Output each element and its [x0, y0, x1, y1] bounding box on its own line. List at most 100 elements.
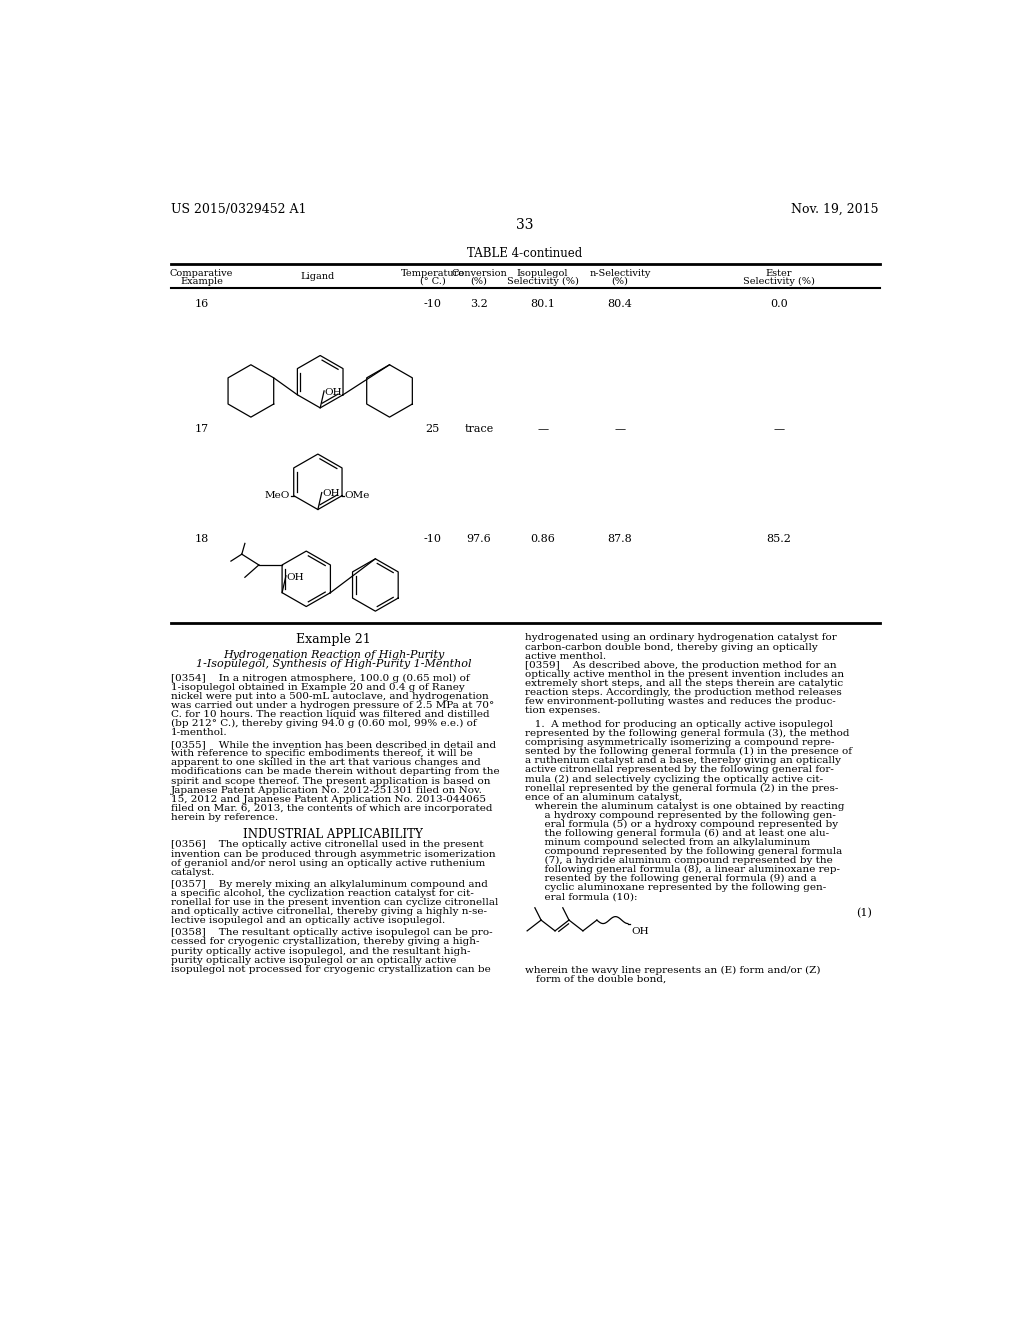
Text: MeO: MeO	[264, 491, 290, 500]
Text: form of the double bond,: form of the double bond,	[537, 974, 667, 983]
Text: 1-menthol.: 1-menthol.	[171, 729, 227, 737]
Text: ronellal represented by the general formula (2) in the pres-: ronellal represented by the general form…	[524, 784, 839, 792]
Text: purity optically active isopulegol, and the resultant high-: purity optically active isopulegol, and …	[171, 946, 470, 956]
Text: —: —	[537, 424, 548, 434]
Text: a hydroxy compound represented by the following gen-: a hydroxy compound represented by the fo…	[524, 810, 836, 820]
Text: (° C.): (° C.)	[420, 277, 445, 286]
Text: resented by the following general formula (9) and a: resented by the following general formul…	[524, 874, 816, 883]
Text: mula (2) and selectively cyclizing the optically active cit-: mula (2) and selectively cyclizing the o…	[524, 775, 823, 784]
Text: 1-Isopulegol, Synthesis of High-Purity 1-Menthol: 1-Isopulegol, Synthesis of High-Purity 1…	[196, 659, 471, 669]
Text: isopulegol not processed for cryogenic crystallization can be: isopulegol not processed for cryogenic c…	[171, 965, 490, 974]
Text: cyclic aluminoxane represented by the following gen-: cyclic aluminoxane represented by the fo…	[524, 883, 826, 892]
Text: 1-isopulegol obtained in Example 20 and 0.4 g of Raney: 1-isopulegol obtained in Example 20 and …	[171, 682, 464, 692]
Text: tion expenses.: tion expenses.	[524, 706, 600, 715]
Text: 33: 33	[516, 218, 534, 232]
Text: trace: trace	[465, 424, 494, 434]
Text: (bp 212° C.), thereby giving 94.0 g (0.60 mol, 99% e.e.) of: (bp 212° C.), thereby giving 94.0 g (0.6…	[171, 719, 476, 729]
Text: OH: OH	[287, 573, 304, 582]
Text: of geraniol and/or nerol using an optically active ruthenium: of geraniol and/or nerol using an optica…	[171, 858, 485, 867]
Text: Comparative: Comparative	[170, 268, 233, 277]
Text: a specific alcohol, the cyclization reaction catalyst for cit-: a specific alcohol, the cyclization reac…	[171, 888, 473, 898]
Text: 87.8: 87.8	[608, 535, 633, 544]
Text: ronellal for use in the present invention can cyclize citronellal: ronellal for use in the present inventio…	[171, 898, 498, 907]
Text: 18: 18	[195, 535, 209, 544]
Text: 1.  A method for producing an optically active isopulegol: 1. A method for producing an optically a…	[524, 719, 833, 729]
Text: hydrogenated using an ordinary hydrogenation catalyst for: hydrogenated using an ordinary hydrogena…	[524, 634, 837, 643]
Text: 17: 17	[195, 424, 209, 434]
Text: (%): (%)	[471, 277, 487, 286]
Text: Selectivity (%): Selectivity (%)	[743, 277, 815, 286]
Text: following general formula (8), a linear aluminoxane rep-: following general formula (8), a linear …	[524, 865, 840, 874]
Text: represented by the following general formula (3), the method: represented by the following general for…	[524, 729, 849, 738]
Text: minum compound selected from an alkylaluminum: minum compound selected from an alkylalu…	[524, 838, 810, 847]
Text: [0354]    In a nitrogen atmosphere, 100.0 g (0.65 mol) of: [0354] In a nitrogen atmosphere, 100.0 g…	[171, 673, 469, 682]
Text: 85.2: 85.2	[767, 535, 792, 544]
Text: Ester: Ester	[766, 268, 793, 277]
Text: reaction steps. Accordingly, the production method releases: reaction steps. Accordingly, the product…	[524, 688, 842, 697]
Text: comprising asymmetrically isomerizing a compound repre-: comprising asymmetrically isomerizing a …	[524, 738, 835, 747]
Text: OH: OH	[631, 928, 648, 936]
Text: was carried out under a hydrogen pressure of 2.5 MPa at 70°: was carried out under a hydrogen pressur…	[171, 701, 494, 710]
Text: [0355]    While the invention has been described in detail and: [0355] While the invention has been desc…	[171, 741, 496, 750]
Text: 97.6: 97.6	[467, 535, 492, 544]
Text: Conversion: Conversion	[452, 268, 507, 277]
Text: eral formula (5) or a hydroxy compound represented by: eral formula (5) or a hydroxy compound r…	[524, 820, 838, 829]
Text: catalyst.: catalyst.	[171, 867, 215, 876]
Text: modifications can be made therein without departing from the: modifications can be made therein withou…	[171, 767, 500, 776]
Text: Japanese Patent Application No. 2012-251301 filed on Nov.: Japanese Patent Application No. 2012-251…	[171, 785, 482, 795]
Text: 25: 25	[425, 424, 439, 434]
Text: optically active menthol in the present invention includes an: optically active menthol in the present …	[524, 669, 844, 678]
Text: US 2015/0329452 A1: US 2015/0329452 A1	[171, 203, 306, 216]
Text: C. for 10 hours. The reaction liquid was filtered and distilled: C. for 10 hours. The reaction liquid was…	[171, 710, 489, 719]
Text: Temperature: Temperature	[400, 268, 465, 277]
Text: invention can be produced through asymmetric isomerization: invention can be produced through asymme…	[171, 850, 496, 858]
Text: filed on Mar. 6, 2013, the contents of which are incorporated: filed on Mar. 6, 2013, the contents of w…	[171, 804, 493, 813]
Text: -10: -10	[424, 535, 441, 544]
Text: Ligand: Ligand	[301, 272, 335, 281]
Text: INDUSTRIAL APPLICABILITY: INDUSTRIAL APPLICABILITY	[244, 828, 423, 841]
Text: the following general formula (6) and at least one alu-: the following general formula (6) and at…	[524, 829, 828, 838]
Text: 16: 16	[195, 300, 209, 309]
Text: (%): (%)	[611, 277, 629, 286]
Text: ence of an aluminum catalyst,: ence of an aluminum catalyst,	[524, 792, 682, 801]
Text: eral formula (10):: eral formula (10):	[524, 892, 637, 902]
Text: with reference to specific embodiments thereof, it will be: with reference to specific embodiments t…	[171, 750, 472, 758]
Text: -10: -10	[424, 300, 441, 309]
Text: OH: OH	[325, 388, 342, 397]
Text: lective isopulegol and an optically active isopulegol.: lective isopulegol and an optically acti…	[171, 916, 444, 925]
Text: compound represented by the following general formula: compound represented by the following ge…	[524, 847, 842, 857]
Text: 80.4: 80.4	[607, 300, 633, 309]
Text: [0359]    As described above, the production method for an: [0359] As described above, the productio…	[524, 661, 837, 669]
Text: carbon-carbon double bond, thereby giving an optically: carbon-carbon double bond, thereby givin…	[524, 643, 817, 652]
Text: nickel were put into a 500-mL autoclave, and hydrogenation: nickel were put into a 500-mL autoclave,…	[171, 692, 488, 701]
Text: Hydrogenation Reaction of High-Purity: Hydrogenation Reaction of High-Purity	[223, 649, 444, 660]
Text: 15, 2012 and Japanese Patent Application No. 2013-044065: 15, 2012 and Japanese Patent Application…	[171, 795, 485, 804]
Text: n-Selectivity: n-Selectivity	[590, 268, 651, 277]
Text: active citronellal represented by the following general for-: active citronellal represented by the fo…	[524, 766, 834, 775]
Text: cessed for cryogenic crystallization, thereby giving a high-: cessed for cryogenic crystallization, th…	[171, 937, 479, 946]
Text: a ruthenium catalyst and a base, thereby giving an optically: a ruthenium catalyst and a base, thereby…	[524, 756, 841, 766]
Text: Example 21: Example 21	[296, 634, 371, 647]
Text: TABLE 4-continued: TABLE 4-continued	[467, 247, 583, 260]
Text: Selectivity (%): Selectivity (%)	[507, 277, 579, 286]
Text: 0.0: 0.0	[770, 300, 787, 309]
Text: —: —	[773, 424, 784, 434]
Text: sented by the following general formula (1) in the presence of: sented by the following general formula …	[524, 747, 852, 756]
Text: Nov. 19, 2015: Nov. 19, 2015	[792, 203, 879, 216]
Text: [0357]    By merely mixing an alkylaluminum compound and: [0357] By merely mixing an alkylaluminum…	[171, 880, 487, 888]
Text: [0356]    The optically active citronellal used in the present: [0356] The optically active citronellal …	[171, 841, 483, 850]
Text: active menthol.: active menthol.	[524, 652, 606, 661]
Text: (7), a hydride aluminum compound represented by the: (7), a hydride aluminum compound represe…	[524, 857, 833, 866]
Text: OH: OH	[323, 490, 340, 499]
Text: [0358]    The resultant optically active isopulegol can be pro-: [0358] The resultant optically active is…	[171, 928, 493, 937]
Text: apparent to one skilled in the art that various changes and: apparent to one skilled in the art that …	[171, 759, 480, 767]
Text: Example: Example	[180, 277, 223, 286]
Text: (1): (1)	[856, 908, 872, 919]
Text: spirit and scope thereof. The present application is based on: spirit and scope thereof. The present ap…	[171, 776, 490, 785]
Text: 3.2: 3.2	[470, 300, 488, 309]
Text: 0.86: 0.86	[530, 535, 555, 544]
Text: 80.1: 80.1	[530, 300, 555, 309]
Text: extremely short steps, and all the steps therein are catalytic: extremely short steps, and all the steps…	[524, 678, 843, 688]
Text: —: —	[614, 424, 626, 434]
Text: herein by reference.: herein by reference.	[171, 813, 278, 822]
